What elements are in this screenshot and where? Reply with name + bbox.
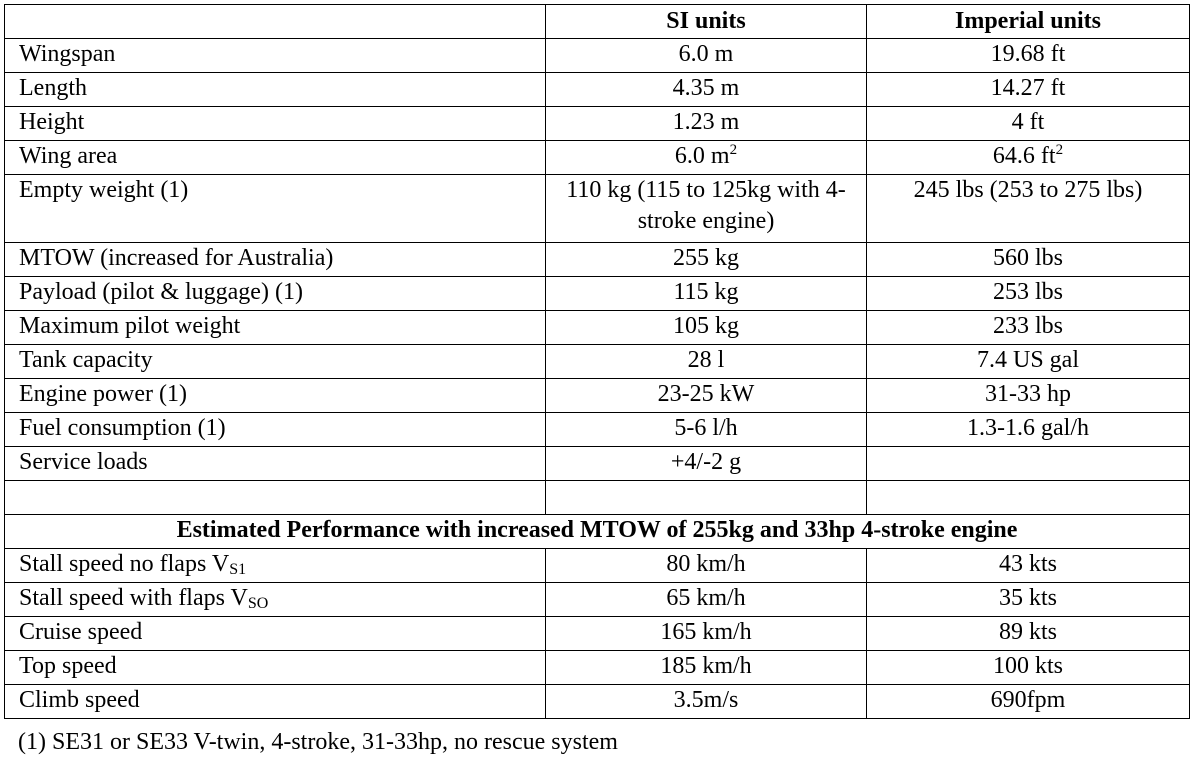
row: Fuel consumption (1) 5-6 l/h 1.3-1.6 gal/h <box>4 412 1190 447</box>
cell: 23-25 kW <box>545 378 867 413</box>
cell: 165 km/h <box>545 616 867 651</box>
cell-text: Stall speed no flaps V <box>19 551 230 577</box>
cell: Stall speed no flaps VS1 <box>4 548 546 583</box>
cell-text: Stall speed with flaps V <box>19 585 248 611</box>
cell <box>866 480 1190 515</box>
subscript: S1 <box>229 561 247 578</box>
row: Empty weight (1) 110 kg (115 to 125kg wit… <box>4 174 1190 243</box>
cell: 253 lbs <box>866 276 1190 311</box>
cell: 560 lbs <box>866 242 1190 277</box>
cell: 80 km/h <box>545 548 867 583</box>
header-cell: Imperial units <box>866 4 1190 39</box>
cell: 89 kts <box>866 616 1190 651</box>
cell: Engine power (1) <box>4 378 546 413</box>
cell: Maximum pilot weight <box>4 310 546 345</box>
cell: 3.5m/s <box>545 684 867 719</box>
cell: Payload (pilot & luggage) (1) <box>4 276 546 311</box>
cell: 35 kts <box>866 582 1190 617</box>
row: Wing area 6.0 m2 64.6 ft2 <box>4 140 1190 175</box>
cell: 6.0 m <box>545 38 867 73</box>
cell <box>545 480 867 515</box>
row: Stall speed with flaps VSO 65 km/h 35 kts <box>4 582 1190 617</box>
cell: Cruise speed <box>4 616 546 651</box>
cell: 255 kg <box>545 242 867 277</box>
cell: 1.3-1.6 gal/h <box>866 412 1190 447</box>
cell: 690fpm <box>866 684 1190 719</box>
row: Length 4.35 m 14.27 ft <box>4 72 1190 107</box>
header-cell: SI units <box>545 4 867 39</box>
cell: 28 l <box>545 344 867 379</box>
row: MTOW (increased for Australia) 255 kg 560 … <box>4 242 1190 277</box>
cell: 7.4 US gal <box>866 344 1190 379</box>
row: Maximum pilot weight 105 kg 233 lbs <box>4 310 1190 345</box>
row: Service loads +4/-2 g <box>4 446 1190 481</box>
cell: 43 kts <box>866 548 1190 583</box>
cell: 6.0 m2 <box>545 140 867 175</box>
row: Payload (pilot & luggage) (1) 115 kg 253 l… <box>4 276 1190 311</box>
row: Tank capacity 28 l 7.4 US gal <box>4 344 1190 379</box>
cell: 105 kg <box>545 310 867 345</box>
cell: 64.6 ft2 <box>866 140 1190 175</box>
cell: Fuel consumption (1) <box>4 412 546 447</box>
header-cell <box>4 4 546 39</box>
cell: 1.23 m <box>545 106 867 141</box>
header-row: SI units Imperial units <box>4 4 1190 39</box>
section-row: Estimated Performance with increased MTO… <box>4 514 1190 549</box>
performance-body: Estimated Performance with increased MTO… <box>4 480 1190 719</box>
cell: Wing area <box>4 140 546 175</box>
cell: Tank capacity <box>4 344 546 379</box>
cell: 233 lbs <box>866 310 1190 345</box>
cell: +4/-2 g <box>545 446 867 481</box>
cell: 4.35 m <box>545 72 867 107</box>
row: Climb speed 3.5m/s 690fpm <box>4 684 1190 719</box>
cell: Height <box>4 106 546 141</box>
cell: 115 kg <box>545 276 867 311</box>
row: Wingspan 6.0 m 19.68 ft <box>4 38 1190 73</box>
cell-text: 6.0 m <box>674 143 730 169</box>
cell <box>866 446 1190 481</box>
cell: Empty weight (1) <box>4 174 546 243</box>
cell: Stall speed with flaps VSO <box>4 582 546 617</box>
cell: 14.27 ft <box>866 72 1190 107</box>
spec-table: SI units Imperial units Wingspan 6.0 m 19.… <box>4 4 1190 719</box>
cell-text: 64.6 ft <box>992 143 1056 169</box>
row: Stall speed no flaps VS1 80 km/h 43 kts <box>4 548 1190 583</box>
row: Cruise speed 165 km/h 89 kts <box>4 616 1190 651</box>
subscript: SO <box>247 595 269 612</box>
cell: Top speed <box>4 650 546 685</box>
cell: 185 km/h <box>545 650 867 685</box>
cell: Length <box>4 72 546 107</box>
row: Top speed 185 km/h 100 kts <box>4 650 1190 685</box>
cell: 19.68 ft <box>866 38 1190 73</box>
superscript: 2 <box>729 142 738 158</box>
cell: 245 lbs (253 to 275 lbs) <box>866 174 1190 243</box>
section-title: Estimated Performance with increased MTO… <box>4 514 1190 549</box>
cell: 31-33 hp <box>866 378 1190 413</box>
cell: Climb speed <box>4 684 546 719</box>
cell: 4 ft <box>866 106 1190 141</box>
row: Engine power (1) 23-25 kW 31-33 hp <box>4 378 1190 413</box>
cell <box>4 480 546 515</box>
footnote: (1) SE31 or SE33 V-twin, 4-stroke, 31-33… <box>18 729 618 755</box>
cell: MTOW (increased for Australia) <box>4 242 546 277</box>
cell: 65 km/h <box>545 582 867 617</box>
spec-body: Wingspan 6.0 m 19.68 ft Length 4.35 m 14.27 f… <box>4 38 1190 481</box>
cell: Wingspan <box>4 38 546 73</box>
cell: Service loads <box>4 446 546 481</box>
cell: 110 kg (115 to 125kg with 4-stroke engin… <box>545 174 867 243</box>
cell: 5-6 l/h <box>545 412 867 447</box>
superscript: 2 <box>1055 142 1064 158</box>
cell: 100 kts <box>866 650 1190 685</box>
spacer-row <box>4 480 1190 515</box>
